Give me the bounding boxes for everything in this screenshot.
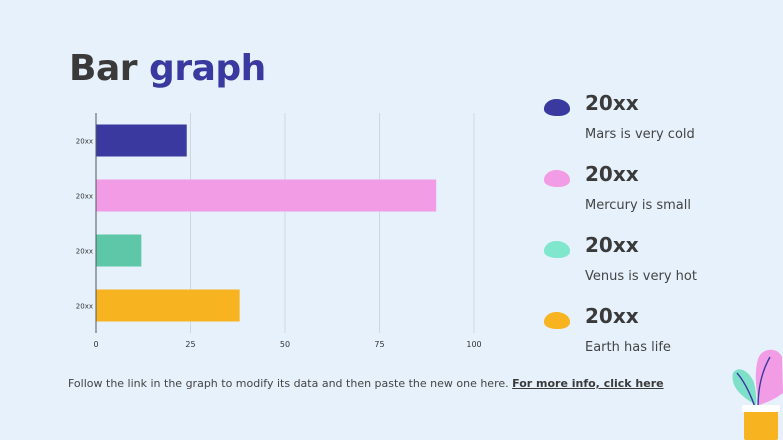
y-tick-label: 20xx (76, 138, 93, 146)
legend-swatch (544, 99, 570, 116)
bar (96, 289, 240, 322)
x-tick-label: 100 (466, 340, 481, 349)
legend-item: 20xx Venus is very hot (544, 233, 774, 305)
legend-swatch (544, 241, 570, 258)
bar (96, 124, 187, 157)
legend-swatch (544, 170, 570, 187)
legend-description: Mercury is small (585, 198, 691, 213)
x-tick-label: 75 (374, 340, 384, 349)
footer-text: Follow the link in the graph to modify i… (68, 377, 513, 390)
x-tick-label: 0 (93, 340, 98, 349)
footer-note: Follow the link in the graph to modify i… (68, 377, 664, 390)
y-tick-label: 20xx (76, 303, 93, 311)
legend-title: 20xx (585, 162, 639, 186)
legend-description: Venus is very hot (585, 269, 697, 284)
legend-swatch (544, 312, 570, 329)
title-word-graph: graph (149, 48, 266, 89)
plant-pot-rim (742, 405, 780, 412)
legend-item: 20xx Earth has life (544, 304, 774, 376)
bar-chart: 0 25 50 75 100 20xx 20xx 20xx 20xx (76, 113, 482, 349)
x-tick-label: 25 (185, 340, 195, 349)
more-info-link[interactable]: For more info, click here (512, 377, 664, 390)
legend-description: Earth has life (585, 340, 671, 355)
x-tick-label: 50 (280, 340, 290, 349)
y-tick-label: 20xx (76, 248, 93, 256)
plant-leaf-pink (755, 349, 783, 405)
legend-item: 20xx Mercury is small (544, 162, 774, 234)
plant-pot (744, 407, 778, 440)
legend-description: Mars is very cold (585, 127, 695, 142)
legend-title: 20xx (585, 233, 639, 257)
y-tick-label: 20xx (76, 193, 93, 201)
bar (96, 234, 142, 267)
legend-title: 20xx (585, 304, 639, 328)
legend-item: 20xx Mars is very cold (544, 91, 774, 163)
plant-stem (757, 356, 771, 408)
bar (96, 179, 437, 212)
page-title: Bar graph (69, 46, 266, 92)
legend-title: 20xx (585, 91, 639, 115)
title-word-bar: Bar (69, 48, 138, 89)
plant-illustration (732, 349, 783, 440)
plant-stem (736, 372, 756, 408)
